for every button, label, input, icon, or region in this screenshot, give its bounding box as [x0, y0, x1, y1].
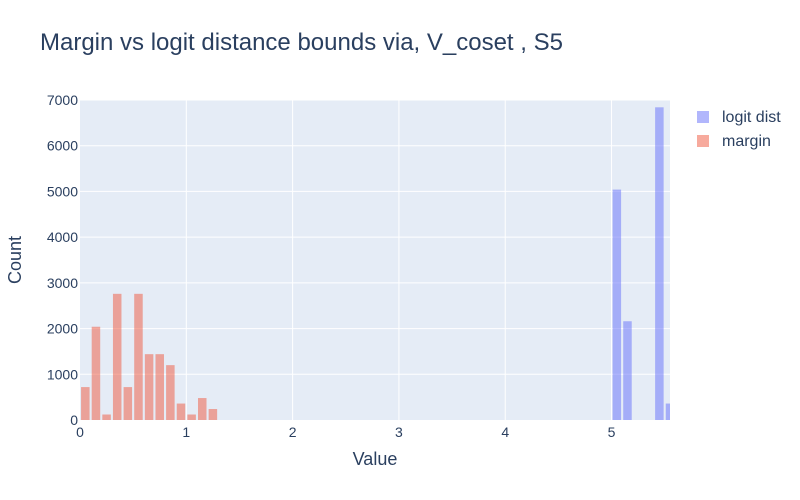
x-tick-label: 1 — [182, 424, 190, 440]
x-axis-title: Value — [353, 449, 398, 469]
x-tick-label: 3 — [395, 424, 403, 440]
bar-logit-dist — [665, 403, 670, 420]
legend-label: logit dist — [722, 109, 781, 126]
x-tick-label: 0 — [76, 424, 84, 440]
y-tick-label: 0 — [70, 412, 78, 428]
y-tick-label: 6000 — [47, 138, 78, 154]
y-tick-label: 1000 — [47, 366, 78, 382]
bar-logit-dist — [623, 321, 632, 420]
bar-margin — [166, 365, 175, 420]
bar-margin — [123, 387, 133, 420]
bar-margin — [102, 414, 111, 420]
x-tick-labels: 0 1 2 3 4 5 — [76, 424, 616, 440]
x-tick-label: 2 — [289, 424, 297, 440]
legend-label: margin — [722, 133, 771, 150]
bar-margin — [187, 414, 196, 420]
legend-swatch — [697, 135, 709, 147]
gridlines — [80, 99, 670, 420]
plot-background — [80, 100, 670, 420]
legend: logit dist margin — [697, 109, 781, 150]
bar-margin — [176, 403, 186, 420]
bar-margin — [134, 293, 143, 420]
x-tick-label: 5 — [608, 424, 616, 440]
y-tick-labels: 0 1000 2000 3000 4000 5000 6000 7000 — [47, 92, 78, 428]
bar-margin — [208, 409, 218, 420]
bar-margin — [112, 293, 122, 420]
bar-margin — [81, 387, 90, 420]
x-tick-label: 4 — [501, 424, 509, 440]
bar-margin — [91, 326, 101, 420]
bar-margin — [198, 398, 207, 420]
y-tick-label: 5000 — [47, 183, 78, 199]
y-axis-title: Count — [5, 236, 25, 284]
y-tick-label: 3000 — [47, 275, 78, 291]
bar-logit-dist — [612, 189, 622, 420]
chart-title: Margin vs logit distance bounds via, V_c… — [40, 29, 563, 56]
bar-logit-dist — [655, 107, 664, 421]
y-tick-label: 7000 — [47, 92, 78, 108]
y-tick-label: 2000 — [47, 321, 78, 337]
y-tick-label: 4000 — [47, 229, 78, 245]
legend-swatch — [697, 111, 709, 123]
bar-margin — [155, 354, 164, 420]
bars — [81, 107, 670, 421]
bar-margin — [144, 354, 154, 420]
